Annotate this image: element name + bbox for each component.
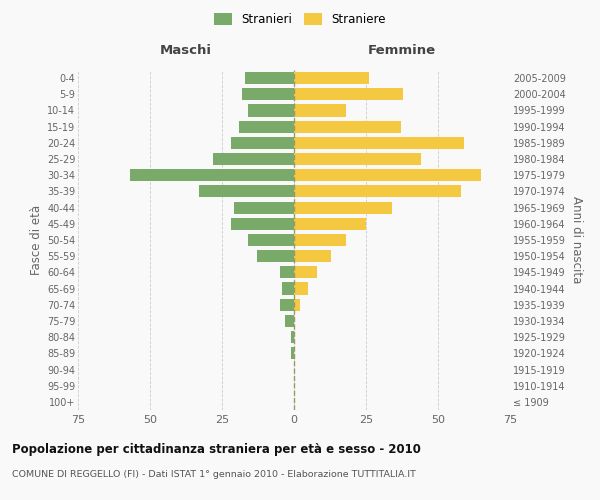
Text: Popolazione per cittadinanza straniera per età e sesso - 2010: Popolazione per cittadinanza straniera p… [12,442,421,456]
Bar [294,169,481,181]
Text: Maschi: Maschi [160,44,212,58]
Bar [291,331,294,343]
Bar [280,266,294,278]
Bar [233,202,294,213]
Bar [248,104,294,117]
Bar [248,234,294,246]
Bar [294,298,300,311]
Text: Femmine: Femmine [368,44,436,58]
Bar [291,348,294,360]
Legend: Stranieri, Straniere: Stranieri, Straniere [209,8,391,31]
Bar [294,234,346,246]
Bar [294,202,392,213]
Bar [230,218,294,230]
Y-axis label: Fasce di età: Fasce di età [29,205,43,275]
Bar [294,282,308,294]
Text: COMUNE DI REGGELLO (FI) - Dati ISTAT 1° gennaio 2010 - Elaborazione TUTTITALIA.I: COMUNE DI REGGELLO (FI) - Dati ISTAT 1° … [12,470,416,479]
Bar [239,120,294,132]
Y-axis label: Anni di nascita: Anni di nascita [570,196,583,284]
Bar [294,104,346,117]
Bar [294,266,317,278]
Bar [294,120,401,132]
Bar [294,153,421,165]
Bar [245,72,294,84]
Bar [280,298,294,311]
Bar [230,137,294,149]
Bar [199,186,294,198]
Bar [286,315,294,327]
Bar [294,72,369,84]
Bar [294,88,403,101]
Bar [294,137,464,149]
Bar [294,250,331,262]
Bar [214,153,294,165]
Bar [294,218,366,230]
Bar [294,186,461,198]
Bar [130,169,294,181]
Bar [283,282,294,294]
Bar [257,250,294,262]
Bar [242,88,294,101]
